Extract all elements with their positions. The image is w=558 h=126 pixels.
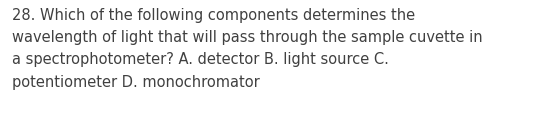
Text: 28. Which of the following components determines the
wavelength of light that wi: 28. Which of the following components de… (12, 8, 483, 90)
